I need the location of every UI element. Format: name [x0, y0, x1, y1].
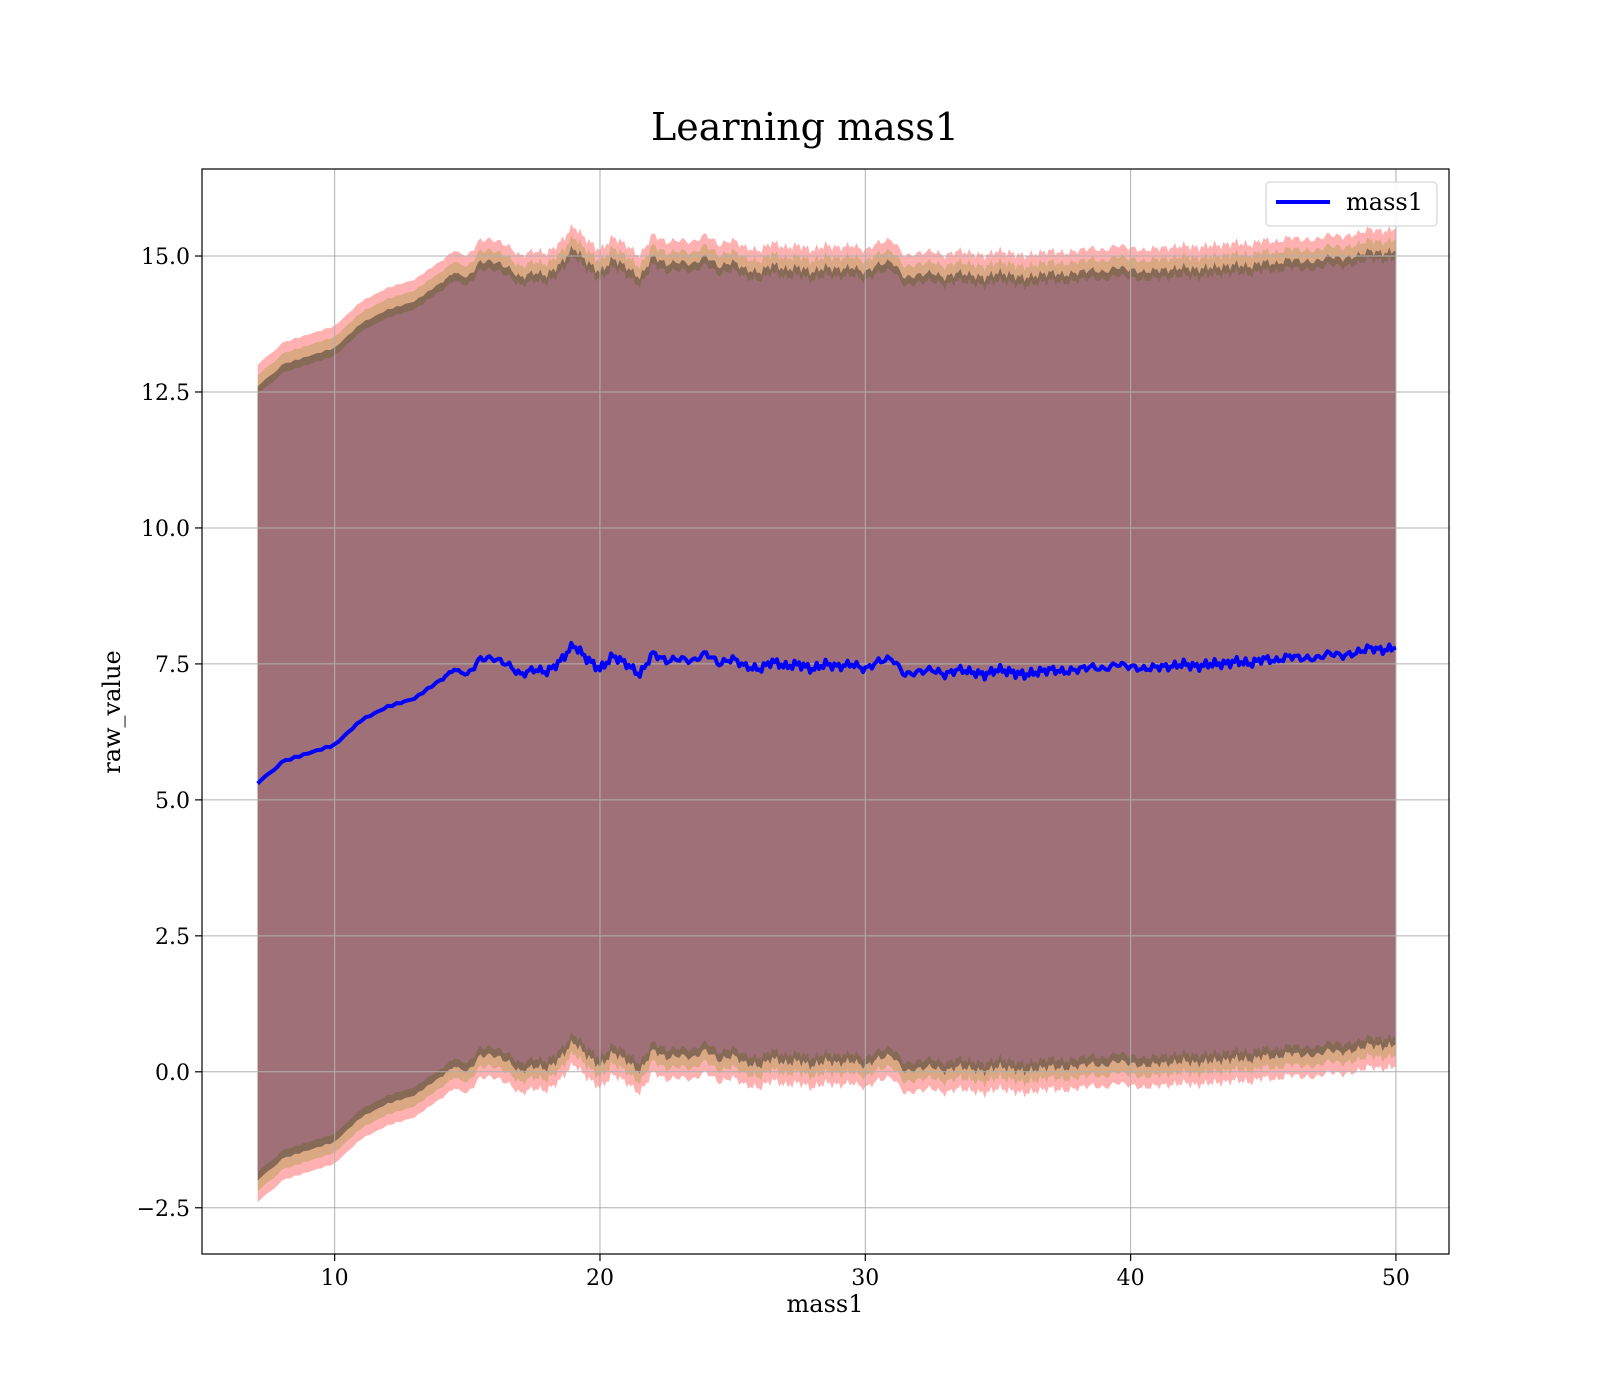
- y-tick-label: 15.0: [141, 245, 190, 270]
- y-tick-label: 5.0: [155, 789, 190, 814]
- y-tick-label: 0.0: [155, 1061, 190, 1086]
- x-axis: 10 20 30 40 50: [321, 1254, 1410, 1291]
- series-layer: [256, 640, 1397, 786]
- plot-frame: [201, 168, 1450, 1255]
- chart-title: Learning mass1: [651, 105, 959, 149]
- x-tick-label: 50: [1382, 1266, 1410, 1291]
- y-axis: −2.5 0.0 2.5 5.0 7.5 10.0 12.5 15.0: [137, 245, 202, 1222]
- x-tick-label: 40: [1117, 1266, 1145, 1291]
- y-tick-label: 12.5: [141, 381, 190, 406]
- y-axis-label: raw_value: [98, 650, 126, 774]
- y-tick-label: 7.5: [155, 653, 190, 678]
- confidence-band-core: [257, 254, 1396, 1173]
- series-line-mass1: [256, 640, 1397, 786]
- plot-area: [257, 224, 1396, 1203]
- y-tick-label: 10.0: [141, 517, 190, 542]
- legend-label-mass1: mass1: [1346, 188, 1423, 216]
- y-tick-label: 2.5: [155, 925, 190, 950]
- x-tick-label: 10: [321, 1266, 349, 1291]
- x-axis-label: mass1: [787, 1290, 864, 1318]
- legend: mass1: [1265, 181, 1438, 227]
- x-tick-label: 30: [851, 1266, 879, 1291]
- legend-box: [1265, 181, 1438, 227]
- x-tick-label: 20: [586, 1266, 614, 1291]
- y-tick-label: −2.5: [137, 1197, 190, 1222]
